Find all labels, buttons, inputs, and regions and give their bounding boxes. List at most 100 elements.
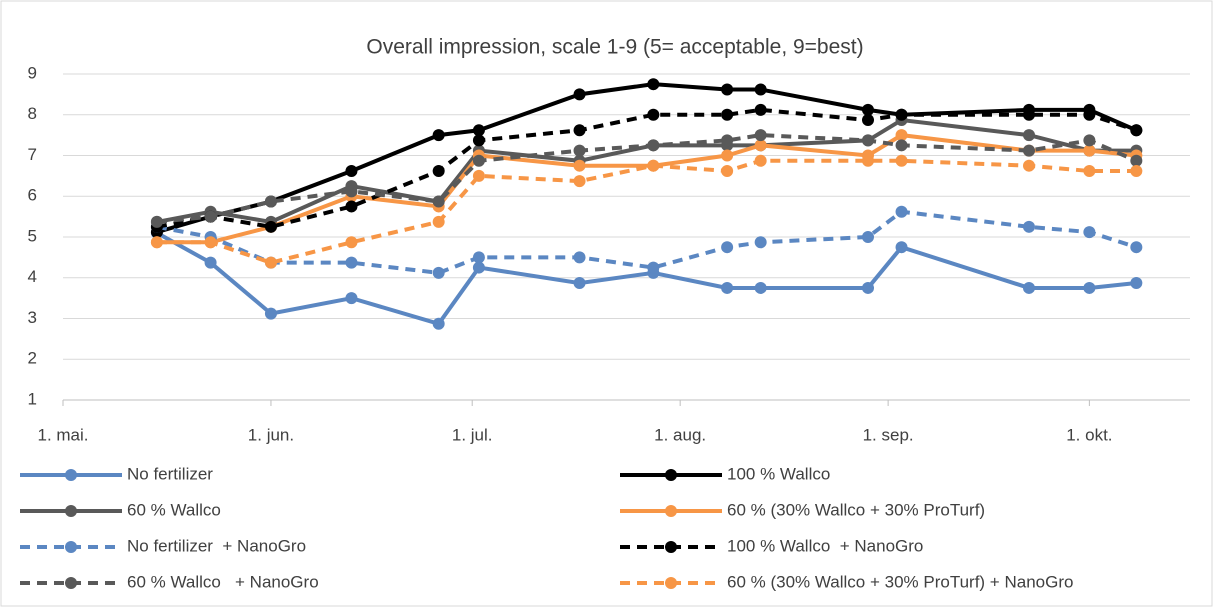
data-point: [754, 154, 767, 167]
legend-label: 60 % Wallco: [127, 500, 221, 519]
data-point: [472, 134, 485, 147]
data-point: [895, 129, 908, 142]
x-tick-label: 1. sep.: [863, 425, 914, 444]
data-point: [204, 236, 217, 249]
data-point: [647, 78, 660, 91]
data-point: [862, 103, 874, 116]
data-point: [472, 251, 485, 264]
legend-marker: [65, 469, 77, 481]
data-point: [432, 215, 445, 228]
legend-marker: [665, 577, 677, 589]
x-tick-label: 1. jul.: [452, 425, 493, 444]
legend-marker: [65, 541, 77, 553]
legend-marker: [665, 505, 677, 517]
y-tick-label: 1: [28, 389, 37, 408]
data-point: [862, 231, 874, 243]
data-point: [264, 220, 277, 233]
data-point: [862, 114, 874, 127]
legend-label: 100 % Wallco + NanoGro: [727, 536, 923, 555]
x-tick-label: 1. okt.: [1066, 425, 1112, 444]
data-point: [432, 164, 445, 177]
y-tick-label: 6: [28, 186, 37, 205]
data-point: [895, 205, 908, 218]
legend-marker: [65, 577, 77, 589]
y-tick-label: 4: [28, 267, 37, 286]
data-point: [862, 281, 874, 294]
data-point: [432, 317, 445, 330]
data-point: [754, 139, 767, 152]
data-point: [264, 256, 277, 269]
data-point: [1083, 108, 1096, 121]
series-line: [156, 107, 1137, 229]
data-point: [573, 88, 586, 101]
data-point: [1023, 108, 1035, 121]
data-point: [754, 103, 767, 116]
data-point: [472, 261, 485, 274]
data-point: [721, 241, 734, 254]
data-point: [895, 108, 908, 121]
data-point: [1083, 134, 1096, 147]
x-tick-label: 1. jun.: [248, 425, 294, 444]
legend-label: 100 % Wallco: [727, 464, 830, 483]
data-point: [1083, 164, 1096, 177]
data-point: [1130, 241, 1143, 254]
data-point: [345, 236, 358, 249]
y-tick-label: 5: [28, 226, 37, 245]
data-point: [432, 195, 445, 208]
legend-label: 60 % (30% Wallco + 30% ProTurf) + NanoGr…: [727, 572, 1073, 591]
data-point: [1130, 277, 1143, 290]
data-point: [573, 277, 586, 290]
legend-label: No fertilizer + NanoGro: [127, 536, 306, 555]
data-point: [754, 129, 767, 142]
data-point: [432, 266, 445, 279]
data-point: [721, 83, 734, 96]
x-tick-label: 1. mai.: [37, 425, 88, 444]
legend-label: 60 % Wallco + NanoGro: [127, 572, 319, 591]
data-point: [721, 108, 734, 121]
data-point: [573, 159, 586, 172]
y-tick-label: 3: [28, 308, 37, 327]
data-point: [150, 236, 163, 249]
data-point: [721, 134, 734, 147]
y-tick-label: 8: [28, 104, 37, 123]
data-point: [647, 261, 660, 274]
data-point: [472, 169, 485, 182]
data-point: [895, 154, 908, 167]
data-point: [1130, 124, 1143, 137]
data-point: [647, 159, 660, 172]
y-tick-label: 9: [28, 63, 37, 82]
data-point: [345, 200, 358, 213]
series-line: [156, 209, 1137, 275]
data-point: [862, 154, 874, 167]
chart-title: Overall impression, scale 1-9 (5= accept…: [366, 36, 863, 59]
data-point: [1023, 129, 1035, 142]
data-point: [647, 108, 660, 121]
data-point: [1023, 159, 1035, 172]
data-point: [1023, 220, 1035, 233]
data-point: [1083, 281, 1096, 294]
data-point: [754, 236, 767, 249]
data-point: [1023, 281, 1035, 294]
y-tick-label: 2: [28, 349, 37, 368]
data-point: [647, 139, 660, 152]
data-point: [895, 139, 908, 152]
data-point: [754, 281, 767, 294]
data-point: [573, 251, 586, 264]
data-point: [573, 144, 586, 157]
data-point: [150, 215, 163, 228]
data-point: [573, 175, 586, 188]
data-point: [721, 149, 734, 162]
data-point: [1083, 144, 1096, 157]
data-point: [1130, 164, 1143, 177]
data-point: [1083, 226, 1096, 239]
data-point: [204, 210, 217, 223]
data-point: [345, 292, 358, 305]
y-tick-label: 7: [28, 145, 37, 164]
data-point: [1023, 144, 1035, 157]
legend-label: No fertilizer: [127, 464, 213, 483]
data-point: [721, 281, 734, 294]
data-point: [573, 124, 586, 137]
data-point: [345, 256, 358, 269]
